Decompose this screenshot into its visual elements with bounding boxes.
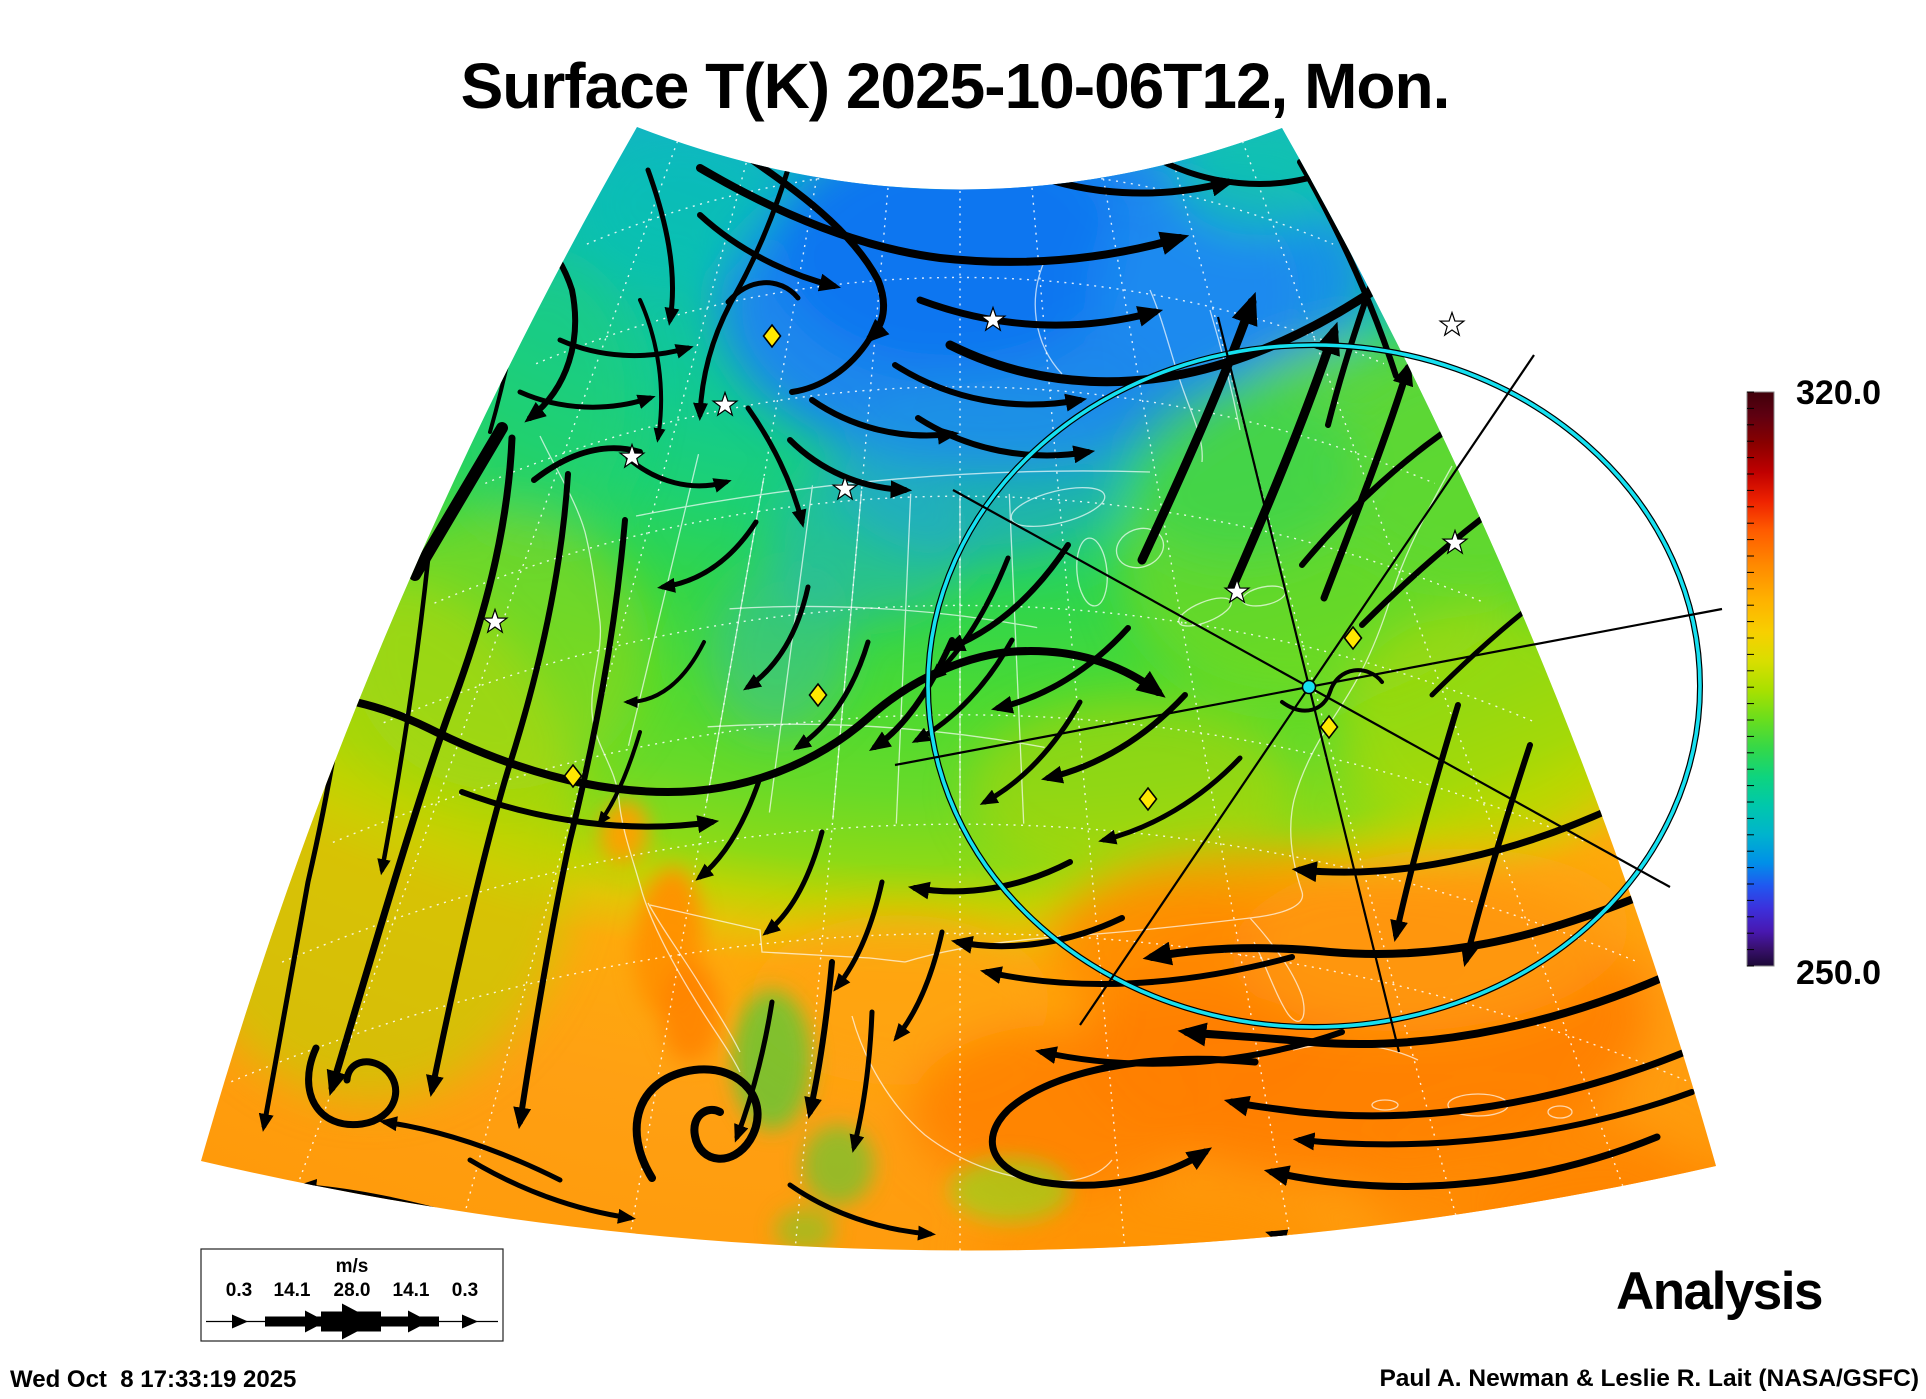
svg-text:Surface T(K) 2025-10-06T12, Mo: Surface T(K) 2025-10-06T12, Mon. [461, 50, 1450, 122]
svg-text:14.1: 14.1 [274, 1280, 311, 1301]
svg-text:320.0: 320.0 [1796, 374, 1881, 412]
svg-text:28.0: 28.0 [334, 1280, 371, 1301]
svg-text:m/s: m/s [336, 1256, 369, 1277]
svg-text:14.1: 14.1 [393, 1280, 430, 1301]
svg-text:250.0: 250.0 [1796, 954, 1881, 992]
svg-text:0.3: 0.3 [452, 1280, 478, 1301]
svg-text:Analysis: Analysis [1616, 1262, 1822, 1321]
svg-text:Paul A. Newman & Leslie R. Lai: Paul A. Newman & Leslie R. Lait (NASA/GS… [1379, 1365, 1919, 1392]
svg-text:0.3: 0.3 [226, 1280, 252, 1301]
svg-text:Wed Oct 8 17:33:19 2025: Wed Oct 8 17:33:19 2025 [10, 1366, 296, 1393]
